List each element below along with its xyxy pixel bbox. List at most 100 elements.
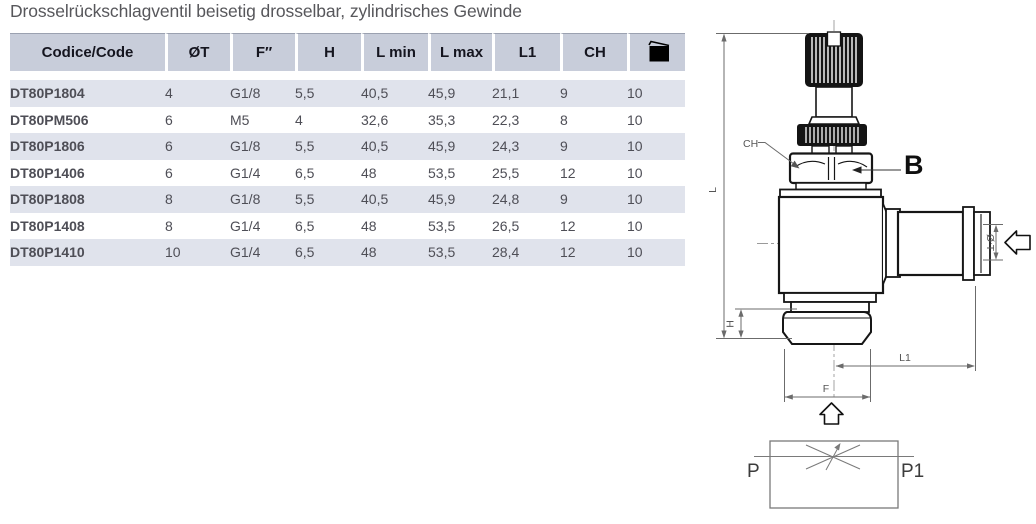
value-cell: 6,5 bbox=[295, 239, 361, 266]
valve-body bbox=[777, 195, 885, 295]
value-cell: 28,4 bbox=[492, 239, 560, 266]
value-cell: 10 bbox=[627, 164, 643, 181]
value-cell: 40,5 bbox=[361, 186, 428, 213]
column-header-lmax: L max bbox=[428, 33, 492, 80]
table-row: DT80P1408 8 G1/4 6,5 48 53,5 26,5 12 10 bbox=[10, 213, 685, 240]
hex-nut bbox=[779, 152, 882, 198]
table-row: DT80P1806 6 G1/8 5,5 40,5 45,9 24,3 9 10 bbox=[10, 133, 685, 160]
column-header-code: Codice/Code bbox=[10, 33, 165, 80]
value-cell: 53,5 bbox=[428, 164, 456, 181]
value-cell: 26,5 bbox=[492, 217, 520, 234]
value-cell: G1/8 bbox=[230, 133, 295, 160]
table-row: DT80P1406 6 G1/4 6,5 48 53,5 25,5 12 10 bbox=[10, 160, 685, 187]
value-cell: 32,6 bbox=[361, 111, 389, 128]
value-cell: 10 bbox=[165, 239, 230, 266]
column-header-label: H bbox=[324, 44, 335, 61]
column-header-h: H bbox=[295, 33, 361, 80]
dim-label-CH: CH bbox=[743, 138, 758, 150]
valve-side-view bbox=[777, 31, 991, 345]
value-cell: G1/4 bbox=[230, 239, 295, 266]
column-header-ot: ØT bbox=[165, 33, 230, 80]
column-header-lmin: L min bbox=[361, 33, 428, 80]
value-cell: 25,5 bbox=[492, 164, 520, 181]
column-header-label: L max bbox=[439, 44, 484, 61]
column-header-l1: L1 bbox=[492, 33, 560, 80]
value-cell: 9 bbox=[560, 133, 627, 160]
column-header-label: ØT bbox=[188, 44, 210, 61]
value-cell: 48 bbox=[361, 239, 428, 266]
value-cell: 8 bbox=[560, 111, 568, 128]
value-cell: 35,3 bbox=[428, 111, 456, 128]
column-header-label: F″ bbox=[255, 44, 273, 61]
value-cell: 10 bbox=[627, 111, 643, 128]
value-cell: 12 bbox=[560, 164, 576, 181]
column-header-ch: CH bbox=[560, 33, 627, 80]
value-cell: 12 bbox=[560, 217, 576, 234]
value-cell: 6,5 bbox=[295, 164, 315, 181]
threaded-stud bbox=[782, 292, 877, 345]
callout-B: B bbox=[852, 150, 924, 180]
spec-table: Codice/Code ØT F″ H L min L max L1 CH DT… bbox=[10, 33, 685, 266]
value-cell: 8 bbox=[165, 217, 173, 234]
column-header-label: L1 bbox=[518, 44, 537, 61]
technical-drawing: L H L1 F Ø T CH bbox=[707, 20, 1031, 509]
dim-label-H: H bbox=[725, 320, 737, 328]
value-cell: 5,5 bbox=[295, 186, 361, 213]
code-cell: DT80P1408 bbox=[10, 217, 85, 234]
push-in-fitting bbox=[882, 203, 991, 285]
table-row: DT80P1804 4 G1/8 5,5 40,5 45,9 21,1 9 10 bbox=[10, 80, 685, 107]
value-cell: 12 bbox=[560, 239, 627, 266]
value-cell: 9 bbox=[560, 186, 627, 213]
port-label-B: B bbox=[904, 150, 924, 180]
value-cell: 6,5 bbox=[295, 217, 315, 234]
value-cell: 45,9 bbox=[428, 186, 492, 213]
code-cell: DT80P1808 bbox=[10, 186, 165, 213]
flow-arrow-left-icon bbox=[1004, 230, 1031, 255]
dimension-L: L bbox=[707, 33, 808, 339]
value-cell: 40,5 bbox=[361, 133, 428, 160]
dim-label-F: F bbox=[823, 383, 829, 395]
value-cell: 10 bbox=[627, 239, 685, 266]
package-icon bbox=[647, 40, 669, 61]
code-cell: DT80P1406 bbox=[10, 164, 85, 181]
dimension-OT: Ø T bbox=[983, 224, 1003, 261]
value-cell: G1/8 bbox=[230, 186, 295, 213]
code-cell: DT80P1804 bbox=[10, 80, 165, 107]
code-cell: DT80PM506 bbox=[10, 111, 89, 128]
value-cell: 10 bbox=[627, 133, 685, 160]
spec-table-body: DT80P1804 4 G1/8 5,5 40,5 45,9 21,1 9 10 DT80PM50… bbox=[10, 80, 685, 266]
dimension-F: F bbox=[784, 349, 871, 402]
pneumatic-symbol: P P1 bbox=[747, 440, 924, 509]
value-cell: 22,3 bbox=[492, 111, 520, 128]
adjustment-knob bbox=[805, 31, 863, 87]
value-cell: M5 bbox=[230, 111, 250, 128]
dimension-H: H bbox=[725, 308, 797, 338]
value-cell: 10 bbox=[627, 186, 685, 213]
code-cell: DT80P1806 bbox=[10, 133, 165, 160]
column-header-qty bbox=[627, 33, 685, 80]
value-cell: 6 bbox=[165, 111, 173, 128]
column-header-label: CH bbox=[584, 44, 606, 61]
value-cell: 6 bbox=[165, 133, 230, 160]
code-cell: DT80P1410 bbox=[10, 239, 165, 266]
column-header-f: F″ bbox=[230, 33, 295, 80]
value-cell: 8 bbox=[165, 186, 230, 213]
value-cell: G1/8 bbox=[230, 80, 295, 107]
dimension-L1: L1 bbox=[835, 286, 976, 371]
column-header-label: L min bbox=[376, 44, 416, 61]
value-cell: 48 bbox=[361, 217, 377, 234]
table-row: DT80P1410 10 G1/4 6,5 48 53,5 28,4 12 10 bbox=[10, 239, 685, 266]
callout-CH: CH bbox=[743, 138, 800, 169]
value-cell: 21,1 bbox=[492, 80, 560, 107]
value-cell: 9 bbox=[560, 80, 627, 107]
port-label-P: P bbox=[747, 461, 760, 482]
value-cell: G1/4 bbox=[230, 217, 261, 234]
value-cell: G1/4 bbox=[230, 164, 261, 181]
page-title: Drosselrückschlagventil beisetig drossel… bbox=[10, 1, 522, 21]
value-cell: 10 bbox=[627, 217, 643, 234]
value-cell: 4 bbox=[295, 111, 303, 128]
dim-label-L1: L1 bbox=[899, 352, 911, 364]
value-cell: 6 bbox=[165, 164, 173, 181]
value-cell: 53,5 bbox=[428, 239, 492, 266]
knob-stem bbox=[807, 86, 861, 125]
